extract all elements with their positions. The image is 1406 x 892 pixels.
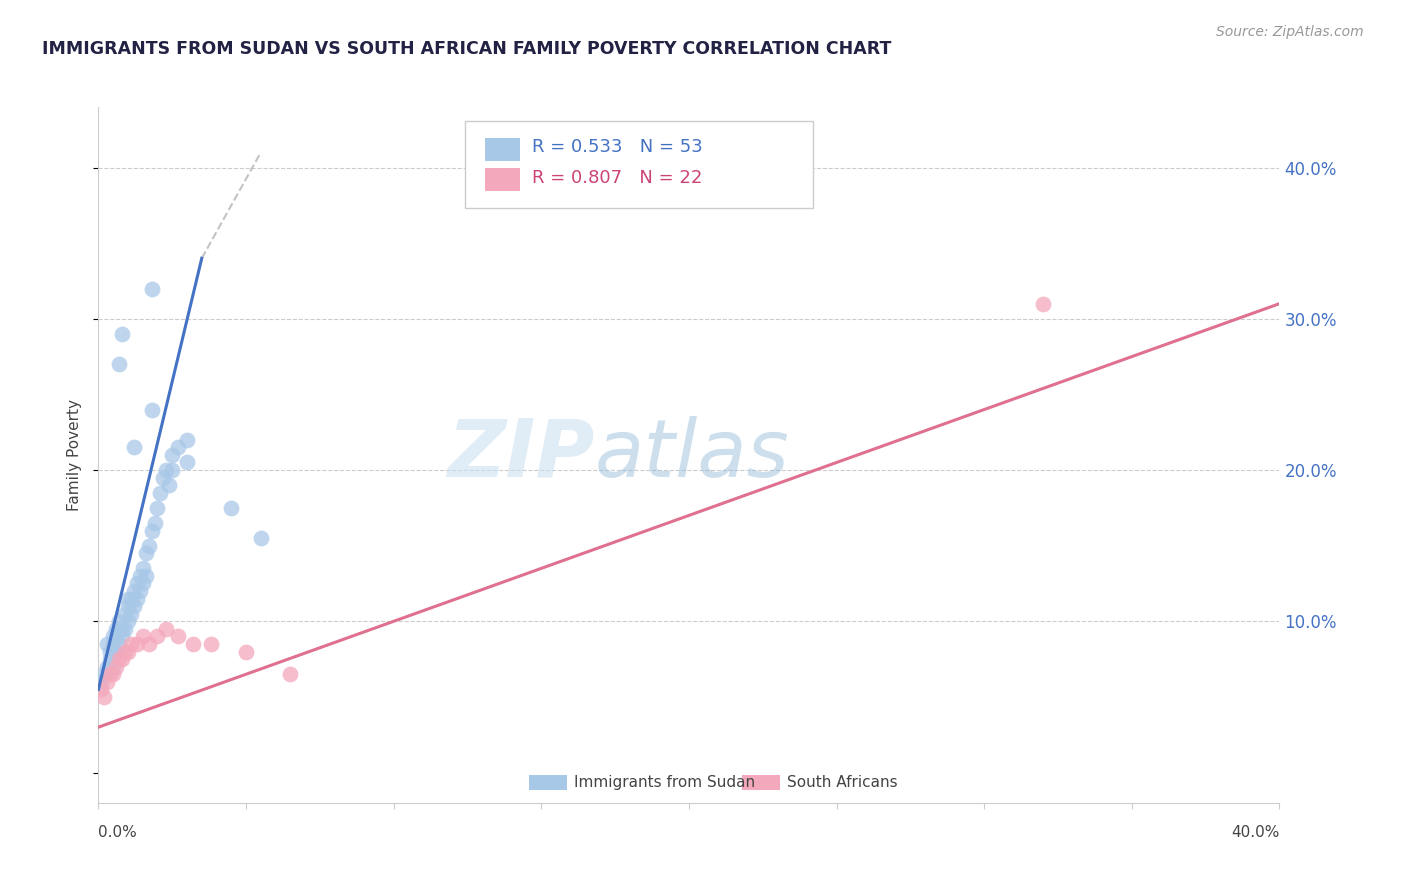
Text: IMMIGRANTS FROM SUDAN VS SOUTH AFRICAN FAMILY POVERTY CORRELATION CHART: IMMIGRANTS FROM SUDAN VS SOUTH AFRICAN F… bbox=[42, 40, 891, 58]
Point bbox=[96, 674, 118, 689]
Text: ZIP: ZIP bbox=[447, 416, 595, 494]
Point bbox=[146, 500, 169, 515]
Point bbox=[143, 516, 166, 530]
Point bbox=[111, 652, 134, 666]
Point bbox=[138, 637, 160, 651]
Point bbox=[167, 629, 190, 643]
Point bbox=[135, 546, 157, 560]
Point bbox=[96, 637, 118, 651]
Point bbox=[103, 629, 125, 643]
Point bbox=[98, 667, 121, 681]
Text: atlas: atlas bbox=[595, 416, 789, 494]
Point bbox=[135, 569, 157, 583]
Point bbox=[105, 629, 128, 643]
Point bbox=[141, 281, 163, 295]
Point bbox=[111, 622, 134, 636]
Point bbox=[120, 607, 142, 621]
Point bbox=[181, 637, 204, 651]
FancyBboxPatch shape bbox=[742, 775, 780, 790]
Point bbox=[122, 599, 145, 614]
Point bbox=[103, 667, 125, 681]
Point bbox=[141, 524, 163, 538]
Point bbox=[117, 644, 139, 658]
Point bbox=[120, 591, 142, 606]
Text: South Africans: South Africans bbox=[787, 775, 897, 790]
Point bbox=[114, 644, 136, 658]
Text: Source: ZipAtlas.com: Source: ZipAtlas.com bbox=[1216, 25, 1364, 39]
Point bbox=[111, 326, 134, 341]
Point bbox=[98, 644, 121, 658]
Point bbox=[250, 531, 273, 545]
Point bbox=[167, 441, 190, 455]
Point bbox=[141, 402, 163, 417]
Point bbox=[221, 500, 243, 515]
Point bbox=[120, 637, 142, 651]
Point bbox=[103, 659, 125, 673]
Text: R = 0.533   N = 53: R = 0.533 N = 53 bbox=[531, 138, 703, 156]
Point bbox=[125, 576, 148, 591]
Point bbox=[108, 615, 131, 629]
Point bbox=[176, 455, 198, 469]
Point bbox=[146, 629, 169, 643]
Point bbox=[138, 539, 160, 553]
Text: 0.0%: 0.0% bbox=[98, 825, 138, 840]
FancyBboxPatch shape bbox=[530, 775, 567, 790]
Point bbox=[96, 659, 118, 673]
Point bbox=[90, 674, 112, 689]
Point bbox=[114, 607, 136, 621]
FancyBboxPatch shape bbox=[485, 169, 520, 191]
Point bbox=[105, 644, 128, 658]
Point bbox=[111, 629, 134, 643]
Point bbox=[108, 357, 131, 371]
Point bbox=[117, 599, 139, 614]
Y-axis label: Family Poverty: Family Poverty bbox=[67, 399, 83, 511]
Point bbox=[235, 644, 257, 658]
Point bbox=[128, 569, 150, 583]
Point bbox=[117, 591, 139, 606]
Text: Immigrants from Sudan: Immigrants from Sudan bbox=[575, 775, 755, 790]
Point bbox=[125, 637, 148, 651]
FancyBboxPatch shape bbox=[485, 137, 520, 161]
Point bbox=[125, 591, 148, 606]
Point bbox=[128, 584, 150, 599]
Point bbox=[105, 659, 128, 673]
Point bbox=[117, 615, 139, 629]
Point bbox=[176, 433, 198, 447]
Point bbox=[122, 584, 145, 599]
Point bbox=[105, 622, 128, 636]
Point bbox=[114, 622, 136, 636]
Point bbox=[200, 637, 222, 651]
Point bbox=[122, 441, 145, 455]
Point bbox=[93, 667, 115, 681]
Point bbox=[108, 652, 131, 666]
FancyBboxPatch shape bbox=[464, 121, 813, 208]
Point bbox=[162, 448, 183, 462]
Point bbox=[132, 576, 155, 591]
Point bbox=[132, 629, 155, 643]
Text: 40.0%: 40.0% bbox=[1232, 825, 1279, 840]
Point bbox=[103, 637, 125, 651]
Point bbox=[90, 682, 112, 697]
Point bbox=[155, 463, 177, 477]
Point bbox=[1032, 296, 1054, 310]
Text: R = 0.807   N = 22: R = 0.807 N = 22 bbox=[531, 169, 702, 187]
Point bbox=[155, 622, 177, 636]
Point bbox=[162, 463, 183, 477]
Point bbox=[98, 652, 121, 666]
Point bbox=[108, 637, 131, 651]
Point bbox=[149, 485, 172, 500]
Point bbox=[93, 690, 115, 704]
Point bbox=[152, 470, 174, 484]
Point bbox=[280, 667, 302, 681]
Point bbox=[132, 561, 155, 575]
Point bbox=[157, 478, 180, 492]
